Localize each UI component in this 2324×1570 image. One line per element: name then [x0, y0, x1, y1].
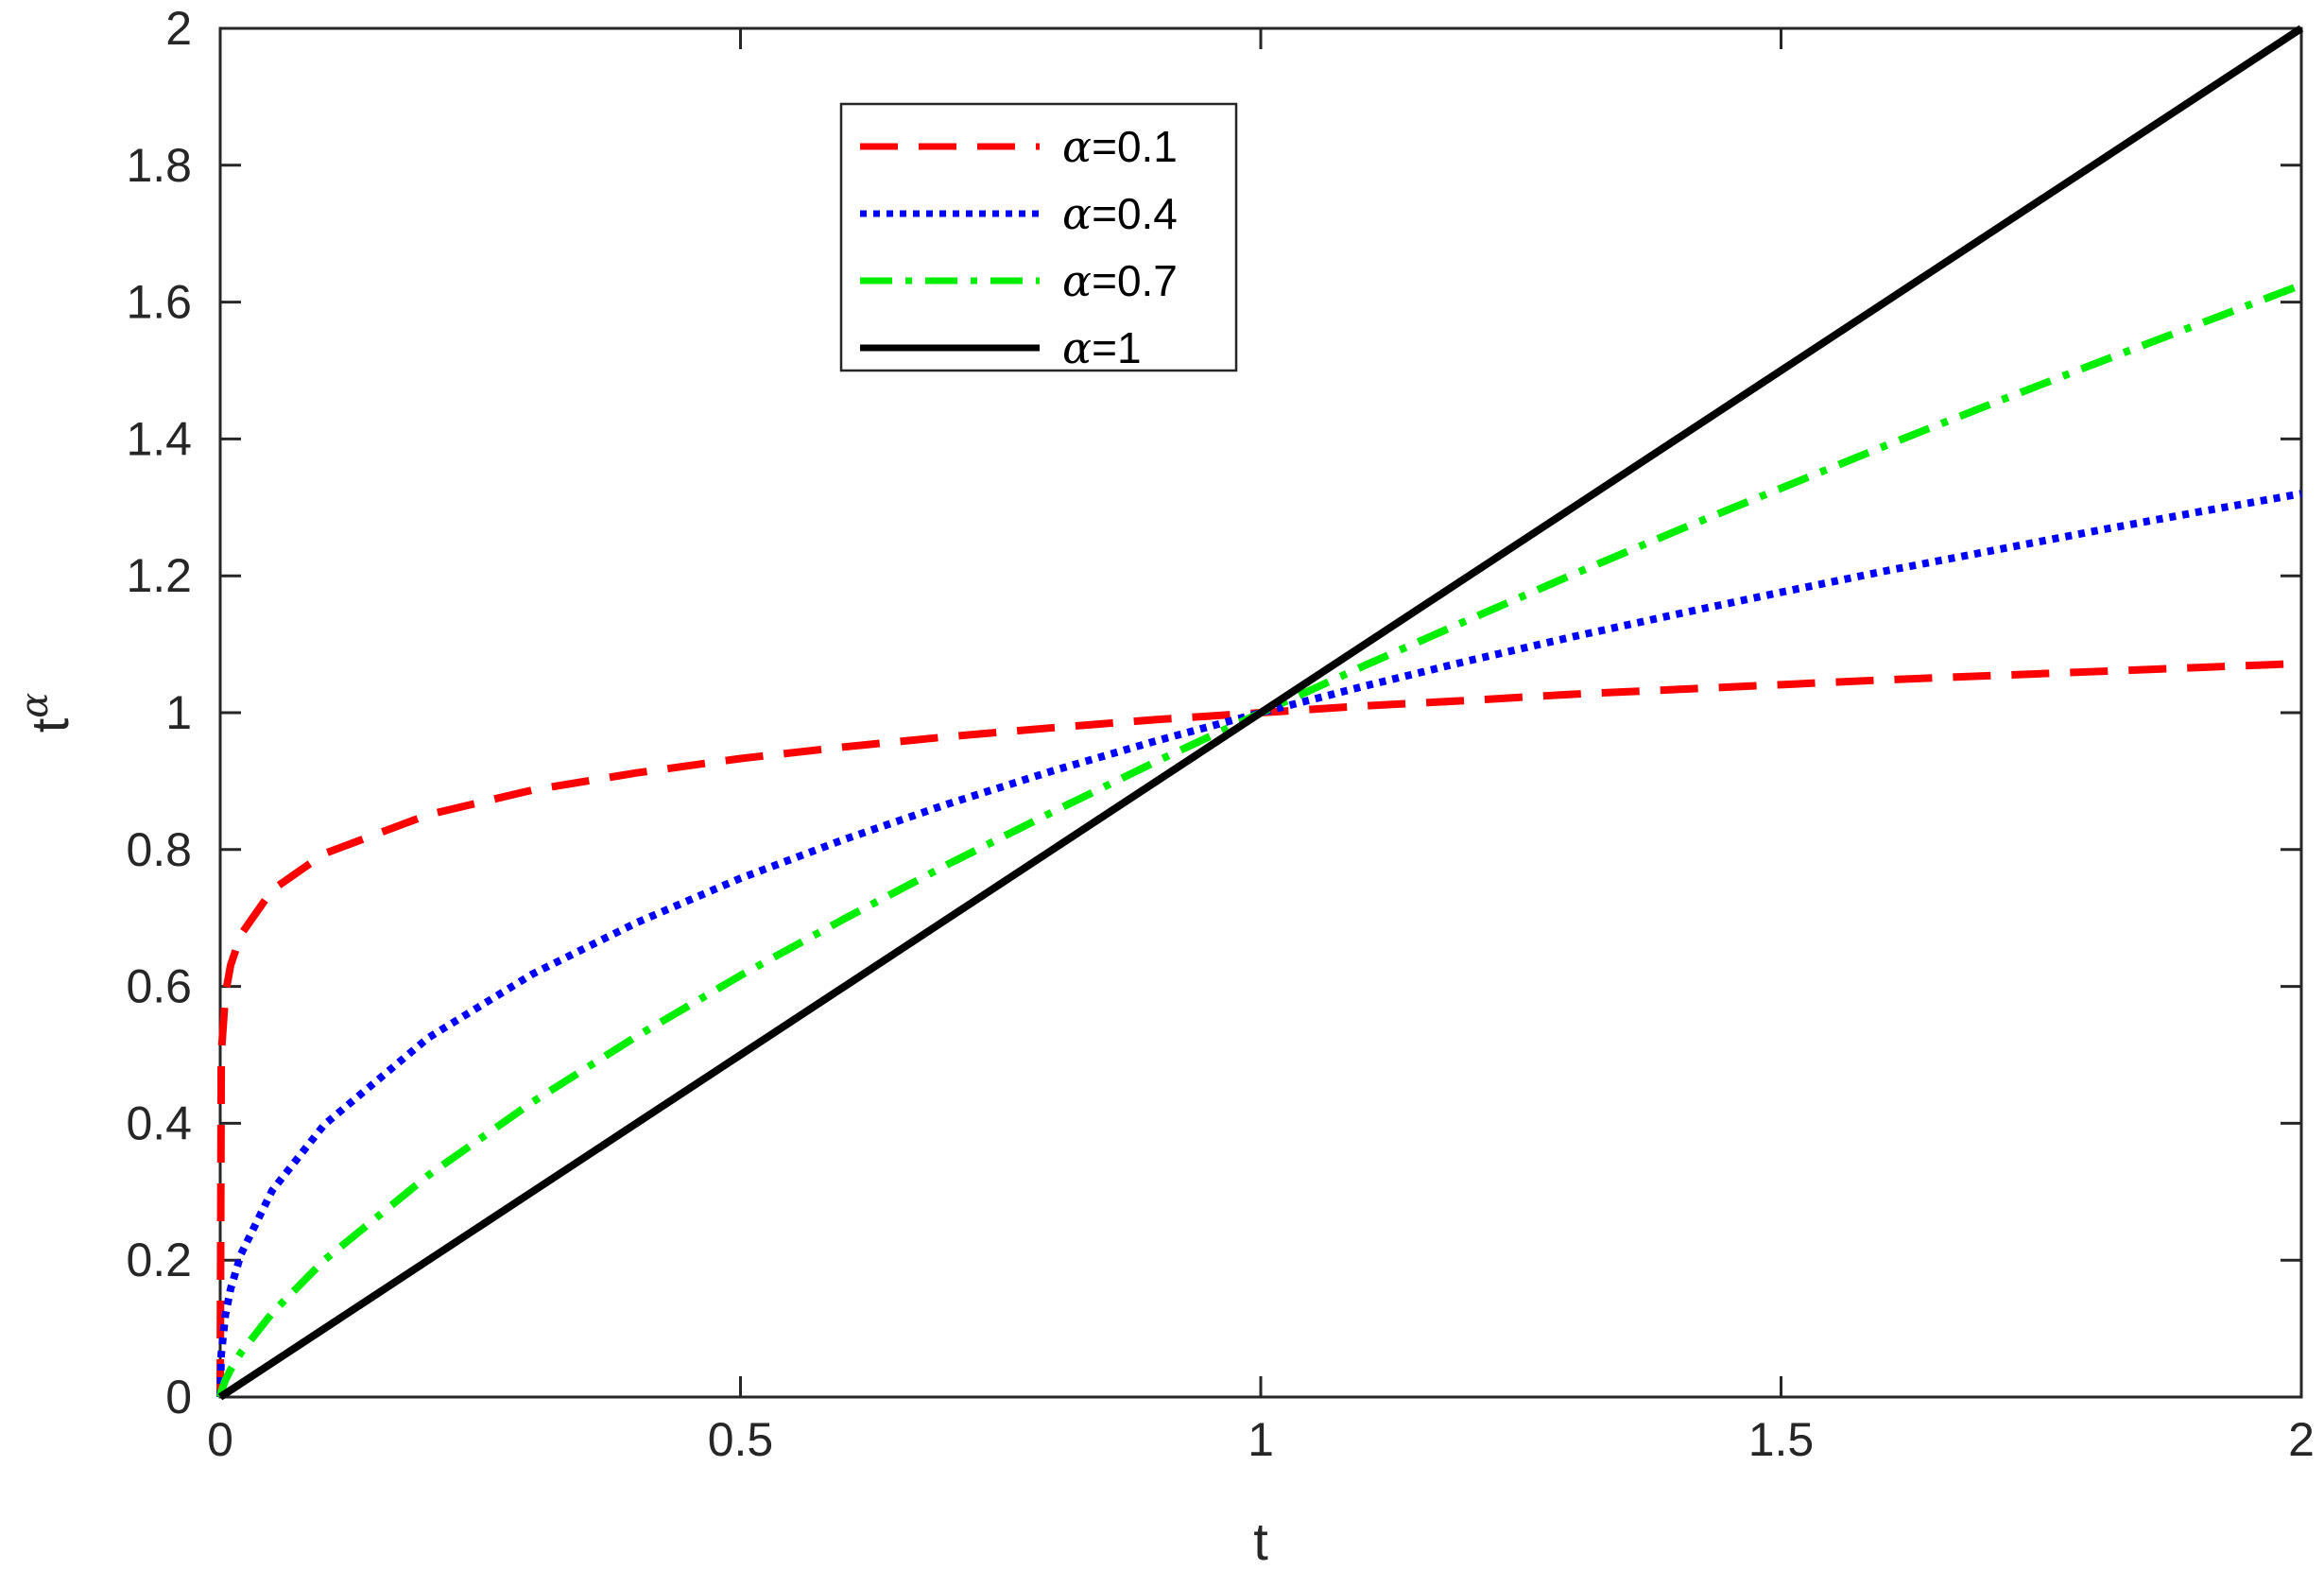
- legend-symbol: α: [1062, 121, 1092, 172]
- y-axis-label-superscript: α: [13, 693, 57, 718]
- y-tick-label: 2: [165, 2, 192, 55]
- plot-area: 0 0.5 1 1.5 2 0 0.2 0.4 0.6 0.8 1 1.2 1.4 1.6 1.8 2: [126, 2, 2314, 1466]
- y-tick-label: 0: [165, 1371, 192, 1423]
- legend-value: =0.1: [1092, 122, 1178, 171]
- y-tick-label: 1.8: [126, 139, 192, 192]
- y-axis-label-base: t: [20, 717, 79, 733]
- legend-value: =1: [1092, 323, 1141, 372]
- legend-symbol: α: [1062, 255, 1092, 306]
- x-axis-label: t: [1253, 1511, 1268, 1570]
- series-line-2: [216, 490, 2302, 1398]
- x-tick-label: 1: [1248, 1413, 1274, 1466]
- x-tick-label: 1.5: [1748, 1413, 1815, 1466]
- y-tick-label: 1.6: [126, 276, 192, 329]
- y-axis-ticks: 0 0.2 0.4 0.6 0.8 1 1.2 1.4 1.6 1.8 2: [126, 2, 2301, 1423]
- legend-value: =0.7: [1092, 256, 1178, 305]
- legend-label-2: α=0.4: [1062, 188, 1178, 239]
- svg-text:tα: tα: [13, 693, 79, 733]
- y-tick-label: 0.4: [126, 1096, 192, 1149]
- y-tick-label: 1.2: [126, 549, 192, 602]
- series-layer: [216, 25, 2304, 1401]
- legend: α=0.1α=0.4α=0.7α=1: [839, 102, 1238, 373]
- x-tick-label: 2: [2288, 1413, 2315, 1466]
- x-tick-label: 0.5: [708, 1413, 774, 1466]
- legend-label-4: α=1: [1062, 322, 1142, 373]
- y-tick-label: 0.8: [126, 823, 192, 876]
- y-tick-label: 1: [165, 686, 192, 739]
- series-line-1: [216, 659, 2302, 1398]
- series-line-4: [217, 25, 2304, 1401]
- x-axis-ticks: 0 0.5 1 1.5 2: [207, 28, 2315, 1466]
- y-tick-label: 1.4: [126, 412, 192, 465]
- legend-symbol: α: [1062, 188, 1092, 239]
- legend-symbol: α: [1062, 322, 1092, 373]
- y-tick-label: 0.6: [126, 960, 192, 1013]
- legend-label-3: α=0.7: [1062, 255, 1178, 306]
- x-tick-label: 0: [207, 1413, 233, 1466]
- y-axis-label: tα: [13, 693, 79, 733]
- legend-label-1: α=0.1: [1062, 121, 1178, 172]
- legend-value: =0.4: [1092, 189, 1178, 238]
- series-line-3: [216, 281, 2303, 1398]
- y-tick-label: 0.2: [126, 1234, 192, 1286]
